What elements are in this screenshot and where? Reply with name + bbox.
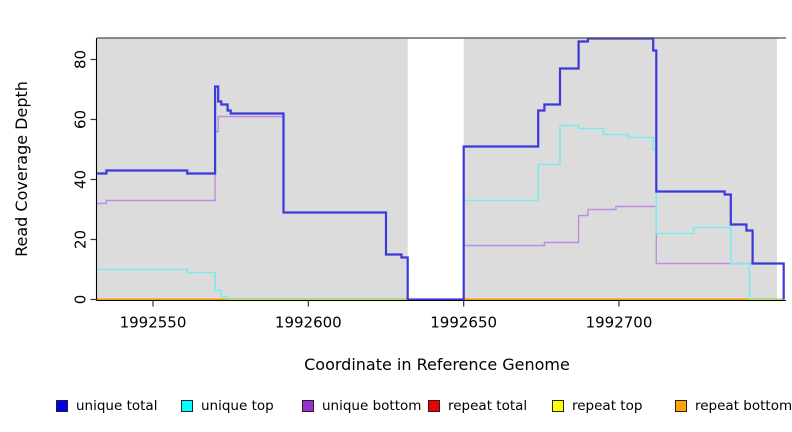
- legend-entry-repeat-bottom: repeat bottom: [675, 398, 792, 414]
- series-line-unique-top: [97, 268, 229, 300]
- series-line-unique-total: [97, 37, 785, 301]
- no-coverage-gap-band: [407, 38, 464, 301]
- legend-entry-repeat-total: repeat total: [428, 398, 527, 414]
- legend-label: repeat top: [572, 398, 643, 414]
- legend-swatch-unique-total-icon: [56, 400, 68, 412]
- legend-label: unique total: [76, 398, 158, 414]
- legend-entry-unique-total: unique total: [56, 398, 157, 414]
- legend-label: repeat total: [448, 398, 528, 414]
- legend-entry-unique-bottom: unique bottom: [302, 398, 421, 414]
- x-tick-label: 1992600: [275, 314, 342, 332]
- x-axis-title: Coordinate in Reference Genome: [304, 355, 570, 374]
- legend-swatch-repeat-top-icon: [552, 400, 564, 412]
- y-tick-label: 60: [71, 110, 89, 129]
- legend-entry-unique-top: unique top: [181, 398, 274, 414]
- legend-swatch-unique-bottom-icon: [302, 400, 314, 412]
- x-tick-label: 1992650: [430, 314, 497, 332]
- y-axis-title: Read Coverage Depth: [12, 81, 31, 257]
- legend-label: repeat bottom: [695, 398, 792, 414]
- legend-swatch-unique-top-icon: [181, 400, 193, 412]
- y-tick-label: 20: [71, 230, 89, 249]
- y-tick-label: 40: [71, 170, 89, 189]
- x-tick-label: 1992700: [586, 314, 653, 332]
- y-tick-label: 80: [71, 50, 89, 69]
- legend: unique total unique top unique bottom re…: [0, 396, 792, 422]
- legend-entry-repeat-top: repeat top: [552, 398, 642, 414]
- x-tick-label: 1992550: [120, 314, 187, 332]
- legend-swatch-repeat-total-icon: [428, 400, 440, 412]
- legend-swatch-repeat-bottom-icon: [675, 400, 687, 412]
- y-tick-label: 0: [71, 295, 89, 305]
- series-line-unique-top: [462, 124, 751, 300]
- legend-label: unique top: [201, 398, 274, 414]
- legend-label: unique bottom: [322, 398, 422, 414]
